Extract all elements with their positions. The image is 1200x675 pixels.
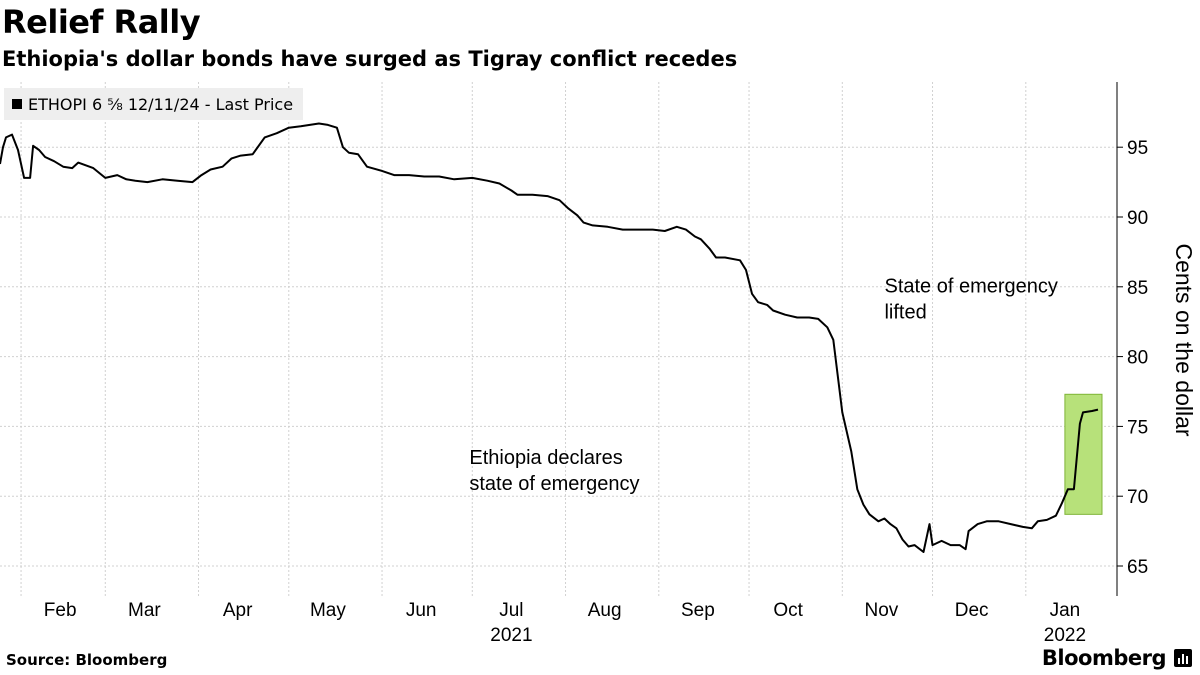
x-tick-label: May — [310, 600, 346, 621]
brand-logo: Bloomberg — [1041, 646, 1167, 670]
x-tick-label: Mar — [128, 600, 161, 621]
y-tick-label: 75 — [1127, 417, 1148, 438]
x-year-label: 2022 — [1044, 625, 1086, 646]
x-tick-label: Dec — [955, 600, 989, 621]
x-tick-label: Apr — [223, 600, 253, 621]
annotations: State of emergency lifted Ethiopia declare… — [469, 275, 1058, 495]
series-layer — [0, 122, 1099, 553]
x-tick-label: Jun — [406, 600, 437, 621]
gridlines — [0, 82, 1117, 596]
y-tick-label: 95 — [1127, 138, 1148, 159]
y-tick-label: 85 — [1127, 278, 1148, 299]
legend-swatch — [12, 99, 22, 109]
highlight-region — [1064, 393, 1103, 515]
y-tick-label: 90 — [1127, 208, 1148, 229]
x-tick-label: Sep — [681, 600, 715, 621]
x-tick-label: Jan — [1050, 600, 1081, 621]
series-line — [0, 122, 1099, 553]
x-tick-label: Aug — [588, 600, 622, 621]
source-note: Source: Bloomberg — [6, 651, 168, 669]
annotation-text: Ethiopia declares state of emergency — [469, 447, 639, 495]
y-tick-label: 65 — [1127, 557, 1148, 578]
x-tick-label: Jul — [499, 600, 523, 621]
y-tick-label: 80 — [1127, 348, 1148, 369]
chart-icon — [1174, 649, 1192, 667]
x-tick-label: Oct — [773, 600, 803, 621]
annotation-text: State of emergency lifted — [884, 275, 1057, 323]
y-tick-label: 70 — [1127, 487, 1148, 508]
annotation-line: state of emergency — [469, 473, 639, 495]
annotation-line: Ethiopia declares — [469, 447, 622, 469]
annotation-line: lifted — [884, 301, 926, 323]
annotation-line: State of emergency — [884, 275, 1057, 297]
chart-subtitle: Ethiopia's dollar bonds have surged as T… — [2, 47, 738, 71]
legend: ETHOPI 6 ⅝ 12/11/24 - Last Price — [4, 88, 304, 120]
highlight-box — [1064, 393, 1103, 515]
x-year-label: 2021 — [490, 625, 532, 646]
legend-label: ETHOPI 6 ⅝ 12/11/24 - Last Price — [28, 94, 294, 114]
chart-title: Relief Rally — [2, 3, 201, 41]
y-axis-label: Cents on the dollar — [1171, 243, 1197, 436]
x-tick-label: Nov — [865, 600, 899, 621]
axes: 65 70 75 80 85 90 95 Feb Mar Apr May Jun Jul Aug Sep Oc… — [44, 82, 1197, 646]
x-tick-label: Feb — [44, 600, 77, 621]
